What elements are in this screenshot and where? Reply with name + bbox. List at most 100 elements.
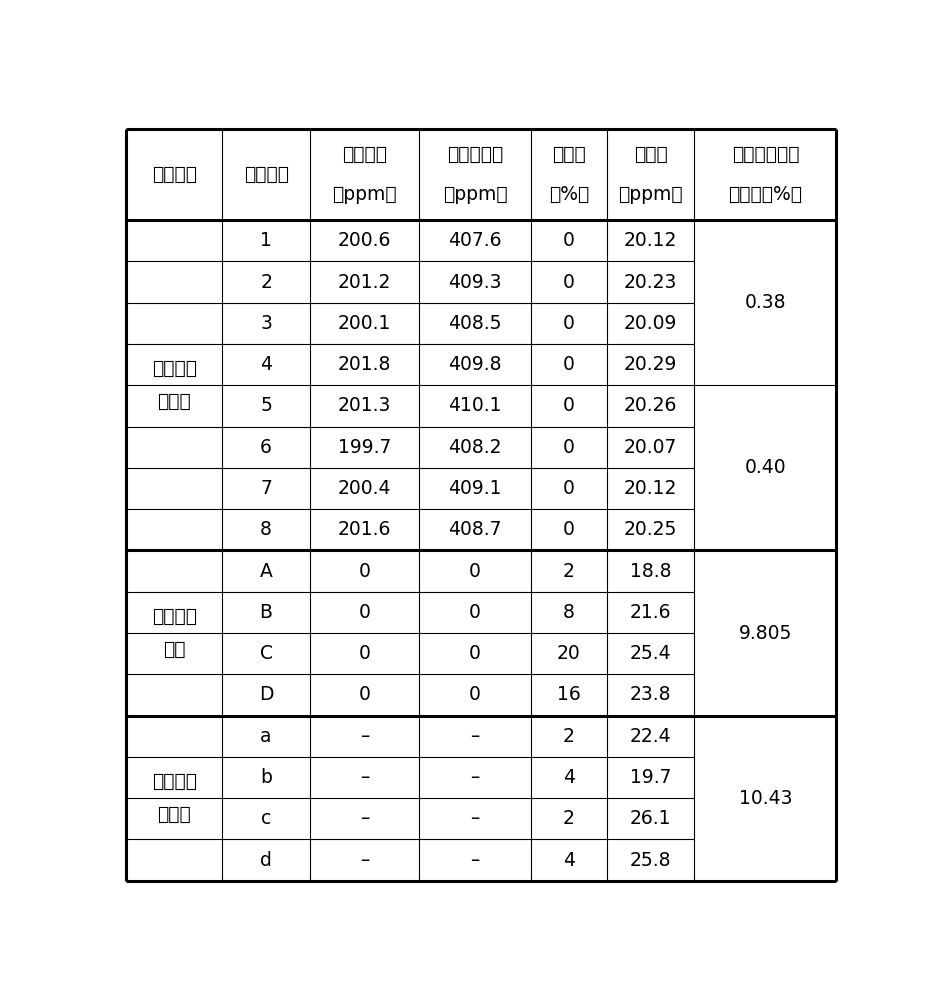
Text: 碘盐: 碘盐 xyxy=(162,640,185,659)
Text: 201.8: 201.8 xyxy=(337,355,391,374)
Text: 201.3: 201.3 xyxy=(337,396,391,415)
Text: 201.2: 201.2 xyxy=(337,273,391,292)
Text: 0: 0 xyxy=(563,479,575,498)
Text: 20.12: 20.12 xyxy=(623,231,677,250)
Text: 200.6: 200.6 xyxy=(337,231,391,250)
Text: 0: 0 xyxy=(563,438,575,457)
Text: 23.8: 23.8 xyxy=(630,685,671,704)
Text: 20.12: 20.12 xyxy=(623,479,677,498)
Text: B: B xyxy=(259,603,272,622)
Text: 1: 1 xyxy=(260,231,272,250)
Text: –: – xyxy=(470,727,480,746)
Text: 20.09: 20.09 xyxy=(623,314,677,333)
Text: 0: 0 xyxy=(563,273,575,292)
Text: D: D xyxy=(259,685,273,704)
Text: 含碘量: 含碘量 xyxy=(634,145,668,164)
Text: 0: 0 xyxy=(470,644,481,663)
Text: 结块率: 结块率 xyxy=(552,145,586,164)
Text: –: – xyxy=(470,851,480,870)
Text: 2: 2 xyxy=(563,809,575,828)
Text: 9.805: 9.805 xyxy=(739,624,792,643)
Text: 20: 20 xyxy=(557,644,581,663)
Text: 市售海藻: 市售海藻 xyxy=(152,607,196,626)
Text: 0: 0 xyxy=(470,603,481,622)
Text: 25.4: 25.4 xyxy=(630,644,671,663)
Text: d: d xyxy=(260,851,272,870)
Text: 4: 4 xyxy=(260,355,272,374)
Text: 0.40: 0.40 xyxy=(745,458,786,477)
Text: –: – xyxy=(360,727,369,746)
Text: 0: 0 xyxy=(563,396,575,415)
Text: 0: 0 xyxy=(563,520,575,539)
Text: 22.4: 22.4 xyxy=(630,727,671,746)
Text: 0: 0 xyxy=(470,685,481,704)
Text: 0.38: 0.38 xyxy=(745,293,786,312)
Text: C: C xyxy=(259,644,272,663)
Text: 2: 2 xyxy=(563,562,575,581)
Text: 26.1: 26.1 xyxy=(630,809,671,828)
Text: 199.7: 199.7 xyxy=(337,438,391,457)
Text: 2: 2 xyxy=(563,727,575,746)
Text: 410.1: 410.1 xyxy=(448,396,501,415)
Text: 8: 8 xyxy=(563,603,575,622)
Text: –: – xyxy=(360,809,369,828)
Text: 18.8: 18.8 xyxy=(630,562,671,581)
Text: b: b xyxy=(260,768,272,787)
Text: 408.2: 408.2 xyxy=(448,438,501,457)
Text: 200.4: 200.4 xyxy=(337,479,391,498)
Text: 含碘量平均相: 含碘量平均相 xyxy=(731,145,799,164)
Text: 408.7: 408.7 xyxy=(448,520,501,539)
Text: 16: 16 xyxy=(557,685,581,704)
Text: 20.25: 20.25 xyxy=(623,520,677,539)
Text: 藻碘盐: 藻碘盐 xyxy=(157,392,191,411)
Text: 6: 6 xyxy=(260,438,272,457)
Text: （%）: （%） xyxy=(549,185,589,204)
Text: （ppm）: （ppm） xyxy=(332,185,396,204)
Text: 200.1: 200.1 xyxy=(337,314,391,333)
Text: 20.07: 20.07 xyxy=(623,438,677,457)
Text: （ppm）: （ppm） xyxy=(442,185,507,204)
Text: 19.7: 19.7 xyxy=(630,768,671,787)
Text: 8: 8 xyxy=(260,520,272,539)
Text: c: c xyxy=(261,809,271,828)
Text: 样品类型: 样品类型 xyxy=(152,165,196,184)
Text: –: – xyxy=(360,768,369,787)
Text: 加碘盐: 加碘盐 xyxy=(157,805,191,824)
Text: 0: 0 xyxy=(563,355,575,374)
Text: 市售普通: 市售普通 xyxy=(152,772,196,791)
Text: 25.8: 25.8 xyxy=(630,851,671,870)
Text: –: – xyxy=(470,768,480,787)
Text: 4: 4 xyxy=(563,768,575,787)
Text: 0: 0 xyxy=(359,562,370,581)
Text: 本申请海: 本申请海 xyxy=(152,359,196,378)
Text: 20.23: 20.23 xyxy=(623,273,677,292)
Text: 409.3: 409.3 xyxy=(448,273,501,292)
Text: 0: 0 xyxy=(359,603,370,622)
Text: 201.6: 201.6 xyxy=(337,520,391,539)
Text: 4: 4 xyxy=(563,851,575,870)
Text: 甘露醇含量: 甘露醇含量 xyxy=(447,145,503,164)
Text: 2: 2 xyxy=(260,273,272,292)
Text: A: A xyxy=(259,562,272,581)
Text: a: a xyxy=(260,727,271,746)
Text: 21.6: 21.6 xyxy=(630,603,671,622)
Text: 0: 0 xyxy=(563,314,575,333)
Text: 408.5: 408.5 xyxy=(448,314,501,333)
Text: 5: 5 xyxy=(260,396,272,415)
Text: （ppm）: （ppm） xyxy=(618,185,683,204)
Text: 0: 0 xyxy=(359,685,370,704)
Text: 0: 0 xyxy=(563,231,575,250)
Text: 糖胶含量: 糖胶含量 xyxy=(342,145,387,164)
Text: 20.29: 20.29 xyxy=(623,355,677,374)
Text: 3: 3 xyxy=(260,314,272,333)
Text: 10.43: 10.43 xyxy=(739,789,793,808)
Text: –: – xyxy=(470,809,480,828)
Text: 0: 0 xyxy=(470,562,481,581)
Text: 407.6: 407.6 xyxy=(448,231,501,250)
Text: –: – xyxy=(360,851,369,870)
Text: 409.8: 409.8 xyxy=(448,355,501,374)
Text: 20.26: 20.26 xyxy=(623,396,677,415)
Text: 7: 7 xyxy=(260,479,272,498)
Text: 0: 0 xyxy=(359,644,370,663)
Text: 409.1: 409.1 xyxy=(448,479,501,498)
